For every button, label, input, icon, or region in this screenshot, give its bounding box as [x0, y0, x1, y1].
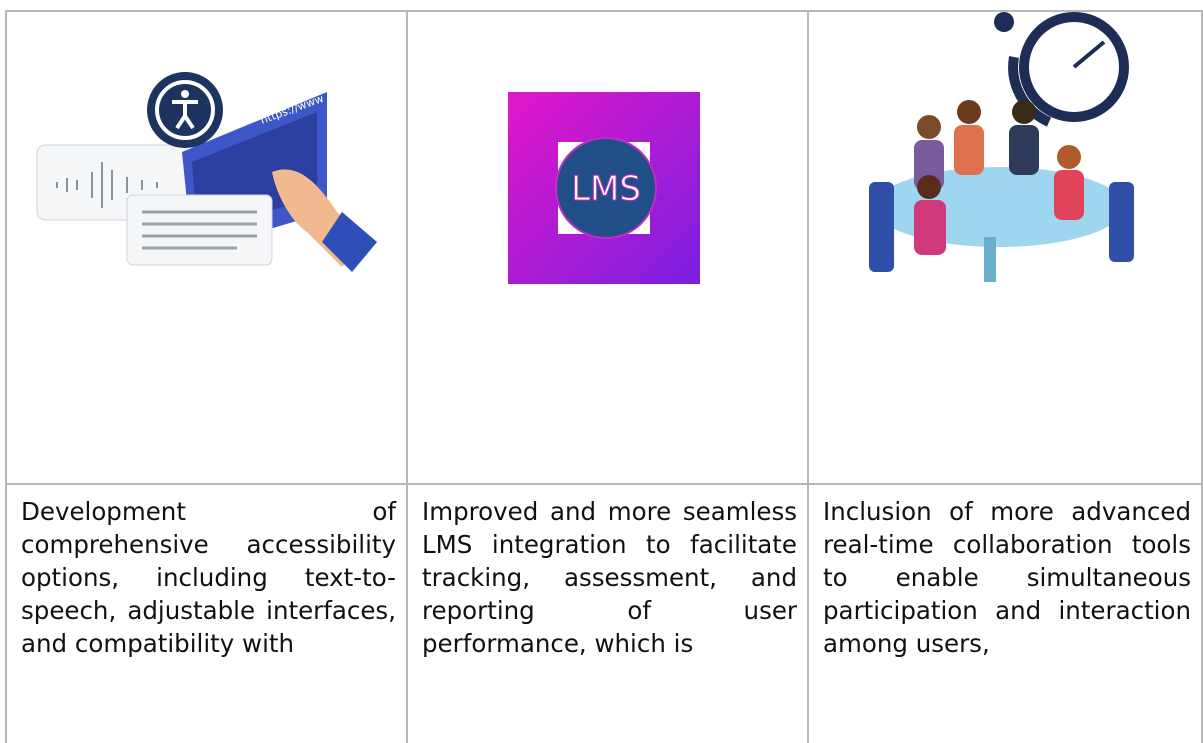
image-cell: https://www [5, 10, 406, 483]
text-cell: Improved and more seamless LMS integrati… [406, 483, 807, 743]
feature-table: https://www LMS [5, 10, 1203, 743]
text-cell: Inclusion of more advanced real-time col… [807, 483, 1203, 743]
accessibility-illustration: https://www [36, 72, 377, 272]
lms-label: LMS [571, 169, 641, 209]
collaboration-illustration [869, 12, 1134, 282]
page: https://www LMS [5, 10, 1203, 743]
cell-text: Improved and more seamless LMS integrati… [422, 497, 797, 658]
image-cell: LMS [406, 10, 807, 483]
cell-text: Inclusion of more advanced real-time col… [823, 497, 1191, 658]
lms-illustration: LMS [508, 92, 700, 284]
cell-text: Development of comprehensive accessibili… [21, 497, 396, 658]
text-cell: Development of comprehensive accessibili… [5, 483, 406, 743]
image-cell [807, 10, 1203, 483]
